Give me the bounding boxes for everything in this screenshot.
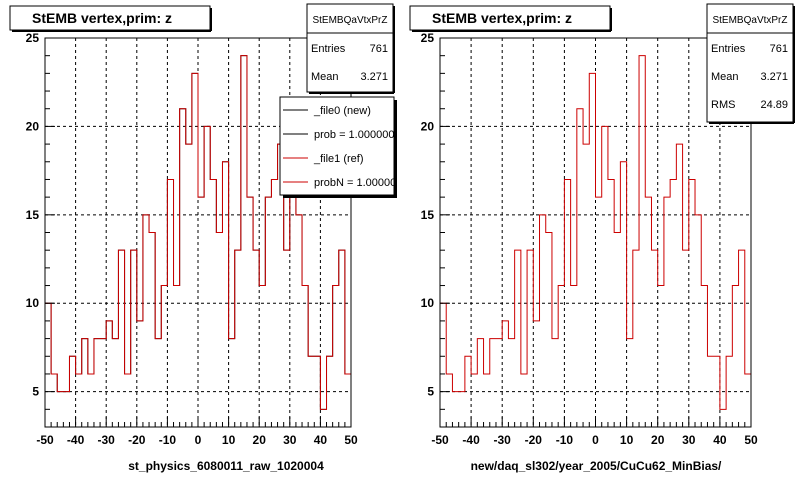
x-tick-label: 30 bbox=[682, 433, 696, 447]
y-tick-label: 20 bbox=[421, 119, 435, 133]
stats-value: 3.271 bbox=[760, 71, 788, 83]
y-tick-label: 25 bbox=[421, 31, 435, 45]
x-tick-label: -30 bbox=[494, 433, 512, 447]
histogram-series-2 bbox=[45, 55, 351, 410]
x-tick-label: -50 bbox=[36, 433, 54, 447]
stats-label: Entries bbox=[311, 43, 346, 55]
y-tick-label: 25 bbox=[26, 31, 40, 45]
stats-value: 761 bbox=[770, 43, 788, 55]
x-tick-label: 50 bbox=[744, 433, 758, 447]
x-tick-label: 10 bbox=[222, 433, 236, 447]
stats-box bbox=[306, 3, 394, 93]
y-tick-label: 10 bbox=[26, 296, 40, 310]
stats-value: 761 bbox=[370, 43, 388, 55]
x-tick-label: -30 bbox=[98, 433, 116, 447]
x-tick-label: 40 bbox=[314, 433, 328, 447]
x-tick-label: -40 bbox=[67, 433, 85, 447]
x-tick-label: -40 bbox=[462, 433, 480, 447]
stats-value: 24.89 bbox=[760, 99, 788, 111]
legend-label: prob = 1.000000 bbox=[314, 129, 394, 141]
legend-label: _file0 (new) bbox=[313, 105, 371, 117]
x-tick-label: -10 bbox=[556, 433, 574, 447]
stats-box-name: StEMBQaVtxPrZ bbox=[312, 15, 387, 26]
x-tick-label: 40 bbox=[713, 433, 727, 447]
title-box bbox=[9, 5, 211, 31]
stats-value: 3.271 bbox=[360, 71, 388, 83]
legend: _file0 (new) prob = 1.000000 _file1 (ref) p… bbox=[283, 105, 402, 189]
legend-label: _file1 (ref) bbox=[313, 153, 364, 165]
x-tick-label: 50 bbox=[344, 433, 358, 447]
chart-title: StEMB vertex,prim: z bbox=[32, 10, 172, 26]
legend-box bbox=[279, 96, 395, 196]
x-tick-label: 20 bbox=[253, 433, 267, 447]
stats-label: Mean bbox=[311, 71, 339, 83]
chart-title: StEMB vertex,prim: z bbox=[432, 10, 572, 26]
y-tick-label: 5 bbox=[427, 385, 434, 399]
stats-box-name: StEMBQaVtxPrZ bbox=[712, 15, 787, 26]
histogram-panel-2: -50 -40 -30 -20 -10 0 10 20 30 40 50 5 10 15 20 25 new/d… bbox=[409, 3, 795, 473]
histogram-series-1 bbox=[440, 55, 751, 410]
x-tick-label: 30 bbox=[283, 433, 297, 447]
x-tick-label: 0 bbox=[195, 433, 202, 447]
y-tick-label: 10 bbox=[421, 296, 435, 310]
x-tick-label: -50 bbox=[431, 433, 449, 447]
stats-label: RMS bbox=[711, 99, 735, 111]
y-tick-label: 15 bbox=[421, 208, 435, 222]
x-axis-label: new/daq_sl302/year_2005/CuCu62_MinBias/ bbox=[471, 459, 722, 473]
x-tick-label: 20 bbox=[651, 433, 665, 447]
histogram-panel-1: -50 -40 -30 -20 -10 0 10 20 30 40 50 5 10 15 20 25 st_ph… bbox=[9, 3, 402, 473]
stats-label: Mean bbox=[711, 71, 739, 83]
stats-label: Entries bbox=[711, 43, 746, 55]
x-tick-label: 10 bbox=[620, 433, 634, 447]
y-tick-label: 15 bbox=[26, 208, 40, 222]
x-tick-label: -20 bbox=[128, 433, 146, 447]
y-tick-label: 20 bbox=[26, 119, 40, 133]
legend-label: probN = 1.000000 bbox=[314, 177, 402, 189]
x-tick-label: -10 bbox=[159, 433, 177, 447]
y-tick-label: 5 bbox=[32, 385, 39, 399]
x-tick-label: 0 bbox=[592, 433, 599, 447]
x-tick-label: -20 bbox=[525, 433, 543, 447]
x-axis-label: st_physics_6080011_raw_1020004 bbox=[128, 459, 324, 473]
stats-box bbox=[706, 3, 794, 123]
